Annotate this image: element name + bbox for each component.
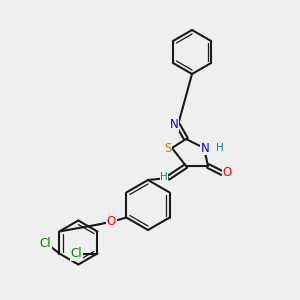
- Text: N: N: [169, 118, 178, 131]
- Text: H: H: [216, 143, 224, 153]
- Text: S: S: [164, 142, 172, 154]
- Text: O: O: [107, 215, 116, 228]
- Text: H: H: [160, 172, 168, 182]
- Text: Cl: Cl: [70, 247, 82, 260]
- Text: O: O: [222, 167, 232, 179]
- Text: N: N: [201, 142, 209, 154]
- Text: Cl: Cl: [40, 237, 51, 250]
